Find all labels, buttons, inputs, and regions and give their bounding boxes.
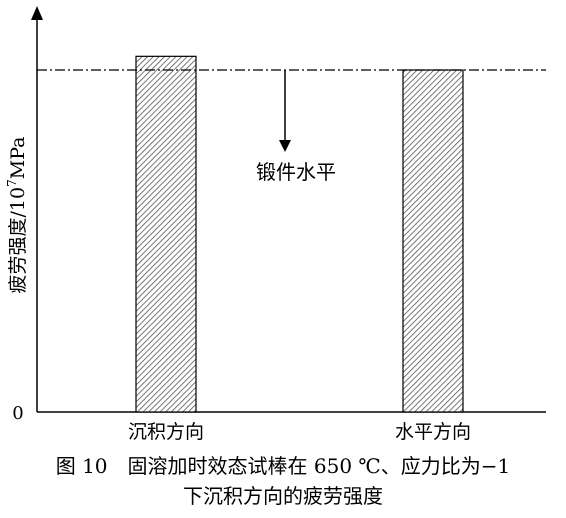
x-category-label: 水平方向 — [395, 421, 471, 443]
y-axis-label-exponent: 7 — [5, 179, 19, 187]
y-axis-label: 疲劳强度/107MPa — [5, 137, 29, 294]
bars-layer — [135, 55, 464, 413]
bar-deposition-direction — [135, 55, 197, 413]
x-category-label: 沉积方向 — [128, 421, 204, 443]
y-axis-label-main: 疲劳强度/10 — [7, 187, 29, 294]
annotation-arrow-head — [279, 140, 291, 152]
y-axis-label-unit: MPa — [7, 137, 29, 180]
y-tick-label-0: 0 — [12, 403, 23, 424]
bar-horizontal-direction — [402, 69, 464, 413]
annotation-label: 锻件水平 — [256, 160, 336, 184]
figure-caption-line1: 图 10 固溶加时效态试棒在 650 ℃、应力比为−1 — [55, 454, 511, 478]
y-axis-arrow — [31, 6, 43, 20]
figure-caption-line2: 下沉积方向的疲劳强度 — [183, 484, 383, 508]
